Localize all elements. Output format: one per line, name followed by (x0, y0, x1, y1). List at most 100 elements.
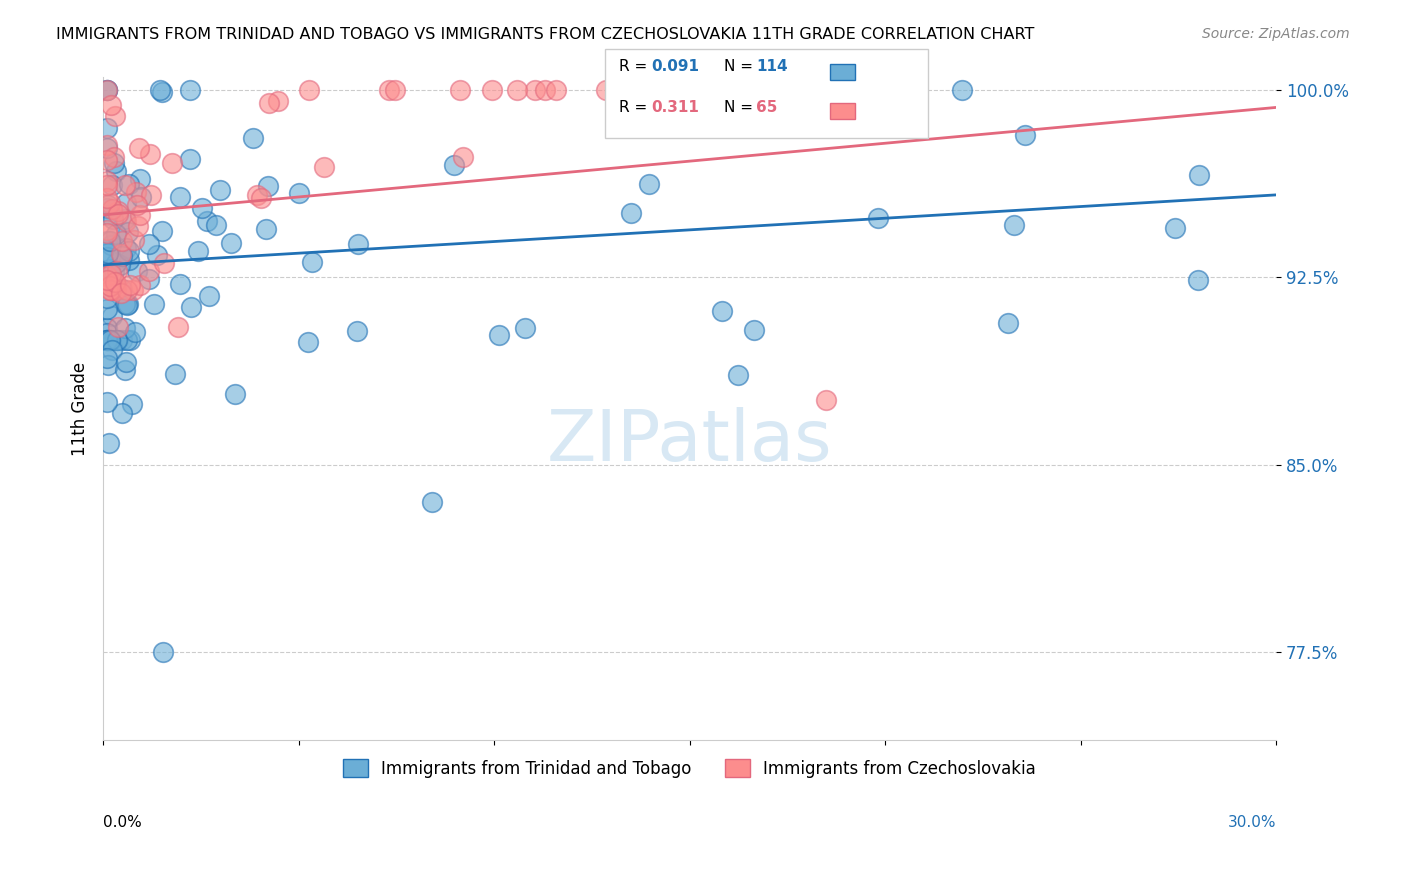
Point (127, 219, 149, 234)
Point (128, 278, 150, 293)
Point (96, 83, 118, 97)
Point (169, 190, 191, 204)
Point (111, 249, 134, 263)
Text: 65: 65 (756, 100, 778, 114)
Point (127, 198, 149, 212)
Point (97, 198, 120, 212)
Point (139, 188, 162, 202)
Point (138, 272, 160, 286)
Point (111, 406, 134, 420)
Text: R =: R = (619, 60, 652, 74)
Point (107, 333, 129, 347)
Point (198, 288, 221, 302)
Point (97, 436, 120, 450)
Point (595, 83, 617, 97)
Point (160, 156, 183, 170)
Point (515, 321, 537, 335)
Point (533, 83, 555, 97)
Point (208, 183, 231, 197)
Point (100, 178, 122, 192)
Point (120, 333, 142, 347)
Point (105, 227, 128, 242)
Point (100, 98, 122, 112)
Point (96, 326, 118, 341)
Y-axis label: 11th Grade: 11th Grade (72, 361, 89, 456)
Point (115, 195, 138, 210)
Point (111, 333, 134, 347)
Point (96, 201, 118, 215)
Point (118, 178, 141, 192)
Point (152, 645, 174, 659)
Point (96, 222, 118, 236)
Point (98, 195, 121, 210)
Point (96, 321, 118, 335)
Point (710, 304, 733, 318)
Point (128, 209, 150, 223)
Legend: Immigrants from Trinidad and Tobago, Immigrants from Czechoslovakia: Immigrants from Trinidad and Tobago, Imm… (336, 753, 1043, 784)
Point (97, 246, 120, 260)
Point (101, 343, 124, 358)
Point (96, 291, 118, 305)
Point (96, 83, 118, 97)
Point (259, 95, 281, 110)
Point (297, 83, 319, 97)
Point (118, 252, 141, 267)
Point (101, 212, 124, 227)
Point (546, 83, 568, 97)
Point (124, 325, 146, 339)
Point (1187, 273, 1209, 287)
Point (104, 256, 127, 270)
Text: IMMIGRANTS FROM TRINIDAD AND TOBAGO VS IMMIGRANTS FROM CZECHOSLOVAKIA 11TH GRADE: IMMIGRANTS FROM TRINIDAD AND TOBAGO VS I… (56, 27, 1035, 42)
Point (108, 258, 131, 272)
Point (104, 109, 127, 123)
Point (98, 333, 121, 347)
Point (139, 147, 162, 161)
Point (96, 394, 118, 409)
Point (100, 333, 122, 347)
Point (138, 237, 160, 252)
Point (100, 267, 122, 281)
Point (145, 248, 167, 262)
Point (115, 355, 138, 369)
Point (179, 152, 201, 166)
Point (129, 171, 152, 186)
Text: 0.311: 0.311 (651, 100, 699, 114)
Point (129, 190, 152, 204)
Point (378, 83, 401, 97)
Point (107, 203, 129, 218)
Point (150, 224, 173, 238)
Point (165, 367, 187, 381)
Point (125, 185, 148, 199)
Point (420, 495, 443, 509)
Point (100, 283, 122, 297)
Point (107, 206, 129, 220)
Point (118, 244, 141, 258)
Point (250, 192, 273, 206)
Point (114, 211, 136, 226)
Point (150, 85, 173, 99)
Point (98, 283, 121, 297)
Point (166, 320, 188, 334)
Point (191, 201, 214, 215)
Point (110, 247, 132, 261)
Point (96, 153, 118, 168)
Point (103, 264, 125, 278)
Point (451, 150, 474, 164)
Point (384, 83, 406, 97)
Point (815, 392, 838, 407)
Point (111, 234, 134, 248)
Point (120, 278, 142, 293)
Point (122, 283, 145, 297)
Point (122, 233, 145, 247)
Text: 0.0%: 0.0% (103, 814, 142, 830)
Point (256, 179, 278, 194)
Point (127, 264, 149, 278)
Text: 30.0%: 30.0% (1227, 814, 1277, 830)
Point (267, 94, 290, 108)
Point (96, 272, 118, 286)
Point (1188, 168, 1211, 182)
Point (114, 297, 136, 311)
Point (97, 358, 120, 372)
Point (347, 237, 370, 252)
Point (195, 214, 218, 228)
